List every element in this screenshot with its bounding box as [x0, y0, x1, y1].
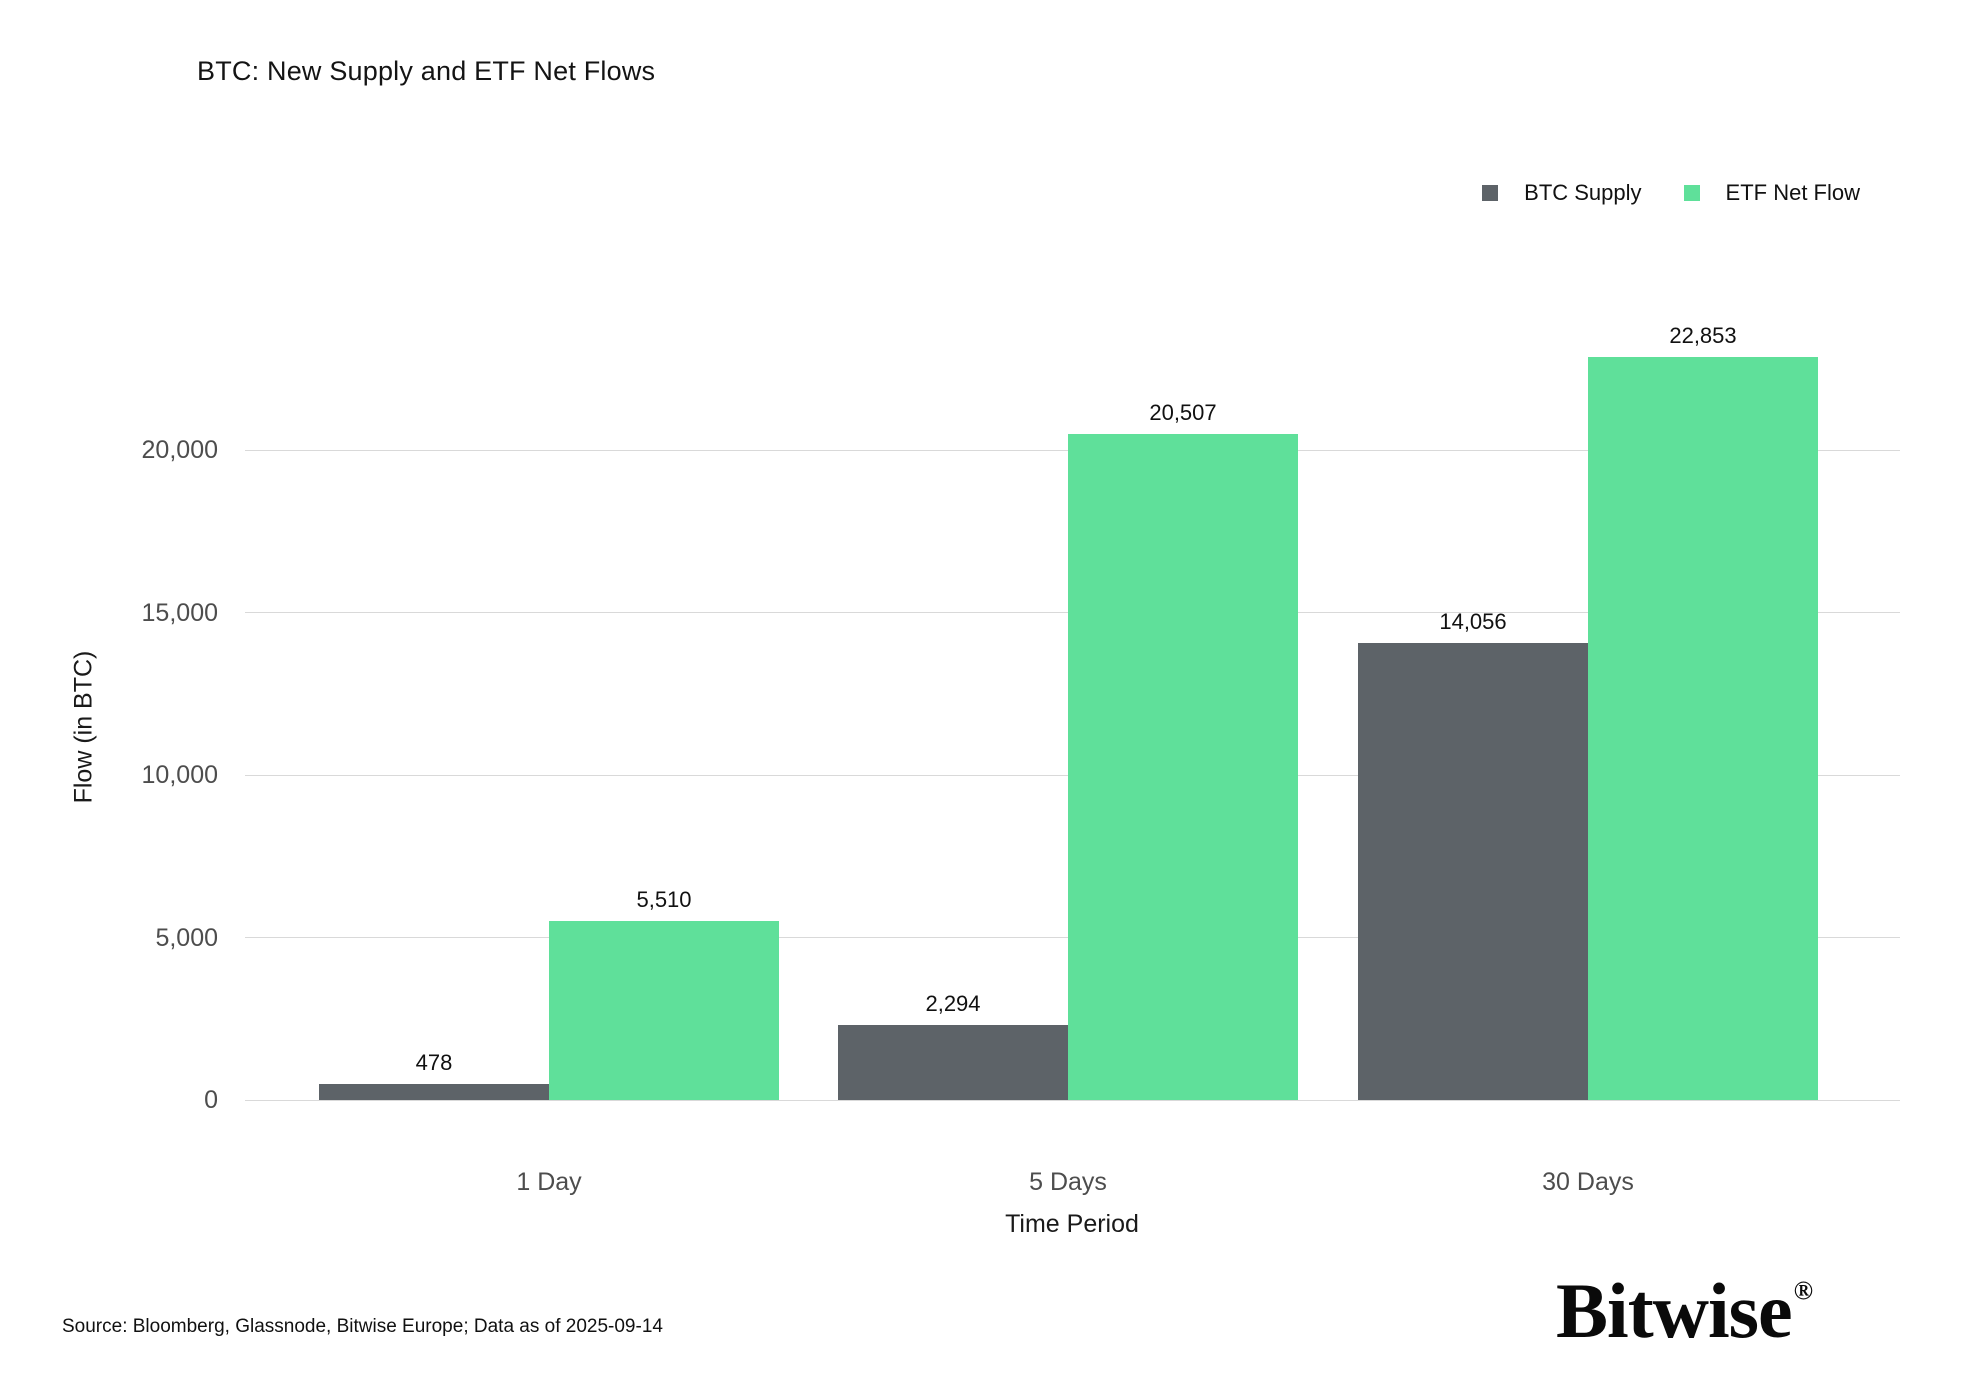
bar-btc-supply-1-day — [319, 1084, 549, 1100]
registered-trademark-icon: ® — [1793, 1276, 1814, 1305]
legend-swatch-btc-supply-icon — [1482, 185, 1499, 201]
bitwise-logo: Bitwise® — [1556, 1266, 1814, 1356]
value-label-btc-supply-5-days: 2,294 — [925, 991, 981, 1017]
x-tick-label-30-days: 30 Days — [1542, 1168, 1634, 1196]
x-axis-title: Time Period — [1005, 1210, 1139, 1238]
x-tick-label-1-day: 1 Day — [516, 1168, 582, 1196]
gridline-0 — [245, 1099, 1900, 1101]
y-tick-label-0: 0 — [204, 1086, 218, 1114]
bitwise-logo-text: Bitwise — [1556, 1267, 1793, 1354]
value-label-btc-supply-30-days: 14,056 — [1439, 609, 1507, 635]
bar-btc-supply-5-days — [838, 1025, 1068, 1100]
value-label-btc-supply-1-day: 478 — [415, 1050, 453, 1076]
plot-area: 0 5,000 10,000 15,000 20,000 478 2,294 14,056 5,… — [142, 320, 1900, 1196]
y-tick-label-20-000: 20,000 — [141, 436, 218, 464]
value-label-etf-net-flow-30-days: 22,853 — [1669, 323, 1737, 349]
value-label-etf-net-flow-5-days: 20,507 — [1149, 399, 1217, 425]
legend-item-btc-supply: BTC Supply — [1482, 180, 1642, 206]
bar-etf-net-flow-5-days — [1068, 433, 1298, 1100]
chart-legend: BTC Supply ETF Net Flow — [1482, 180, 1860, 206]
bar-btc-supply-30-days — [1358, 643, 1588, 1100]
source-note: Source: Bloomberg, Glassnode, Bitwise Eu… — [62, 1316, 663, 1337]
legend-label-etf-net-flow: ETF Net Flow — [1725, 180, 1860, 205]
legend-item-etf-net-flow: ETF Net Flow — [1683, 180, 1860, 206]
y-tick-label-15-000: 15,000 — [141, 598, 218, 627]
x-tick-label-5-days: 5 Days — [1029, 1168, 1107, 1196]
y-axis-title: Flow (in BTC) — [69, 650, 98, 804]
legend-label-btc-supply: BTC Supply — [1524, 180, 1642, 205]
y-tick-label-5-000: 5,000 — [155, 923, 218, 952]
chart-title: BTC: New Supply and ETF Net Flows — [197, 56, 656, 86]
bar-etf-net-flow-1-day — [549, 920, 779, 1100]
bar-etf-net-flow-30-days — [1588, 357, 1818, 1100]
y-tick-label-10-000: 10,000 — [141, 761, 218, 789]
legend-swatch-etf-net-flow-icon — [1683, 185, 1700, 201]
value-label-etf-net-flow-1-day: 5,510 — [636, 886, 692, 912]
